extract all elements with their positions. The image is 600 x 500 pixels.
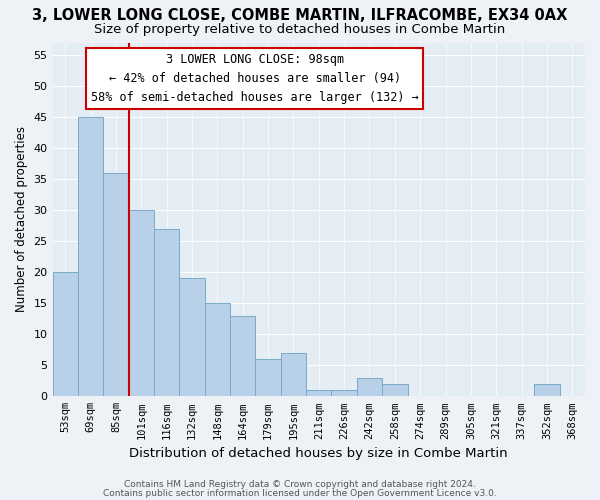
Bar (230, 316, 256, 396)
Bar (179, 278, 205, 396)
Bar (205, 303, 230, 396)
Y-axis label: Number of detached properties: Number of detached properties (15, 126, 28, 312)
Bar (53, 272, 78, 396)
Bar (306, 390, 331, 396)
Bar (128, 210, 154, 396)
Text: Size of property relative to detached houses in Combe Martin: Size of property relative to detached ho… (94, 22, 506, 36)
Bar (357, 378, 382, 396)
X-axis label: Distribution of detached houses by size in Combe Martin: Distribution of detached houses by size … (130, 447, 508, 460)
Bar (154, 228, 179, 396)
Text: 3 LOWER LONG CLOSE: 98sqm
← 42% of detached houses are smaller (94)
58% of semi-: 3 LOWER LONG CLOSE: 98sqm ← 42% of detac… (91, 53, 419, 104)
Bar (103, 173, 128, 396)
Bar (78, 117, 103, 396)
Text: Contains HM Land Registry data © Crown copyright and database right 2024.: Contains HM Land Registry data © Crown c… (124, 480, 476, 489)
Bar (382, 384, 407, 396)
Text: 3, LOWER LONG CLOSE, COMBE MARTIN, ILFRACOMBE, EX34 0AX: 3, LOWER LONG CLOSE, COMBE MARTIN, ILFRA… (32, 8, 568, 22)
Bar (331, 390, 357, 396)
Bar (256, 359, 281, 397)
Bar (281, 353, 306, 397)
Text: Contains public sector information licensed under the Open Government Licence v3: Contains public sector information licen… (103, 489, 497, 498)
Bar (534, 384, 560, 396)
